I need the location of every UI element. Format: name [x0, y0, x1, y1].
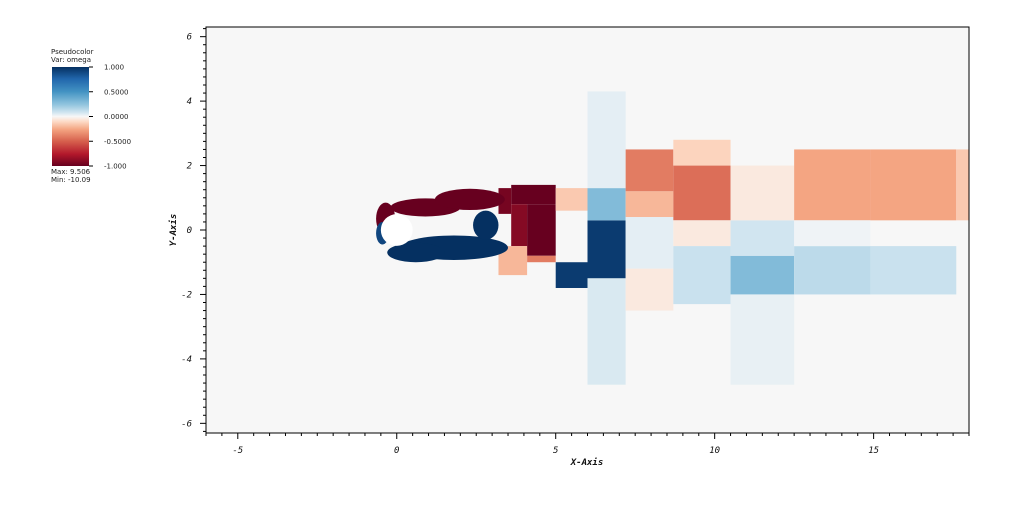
vorticity-cell	[498, 188, 512, 214]
vorticity-cell	[673, 246, 731, 305]
colorbar-tick-label: -0.5000	[104, 138, 131, 146]
vorticity-cell	[587, 278, 626, 385]
vortex-sheet	[473, 210, 499, 240]
y-tick-label: 0	[187, 226, 192, 236]
colorbar-ticks: 1.000 0.5000 0.0000 -0.5000 -1.000	[89, 64, 131, 171]
x-tick-label: -5	[232, 446, 243, 456]
vorticity-cell	[730, 294, 795, 385]
colorbar-tick-label: 0.0000	[104, 113, 129, 121]
vorticity-cell	[730, 220, 795, 256]
x-tick-label: 15	[868, 446, 879, 456]
vorticity-cell	[555, 188, 588, 211]
vorticity-cell	[625, 149, 674, 192]
vorticity-cell	[956, 149, 969, 221]
vorticity-cell	[870, 246, 957, 295]
x-axis: -5 0 5 10 15	[205, 433, 970, 456]
x-tick-label: 0	[394, 446, 399, 456]
vorticity-cell	[730, 255, 795, 295]
y-axis: -6 -4 -2 0 2 4 6	[181, 28, 206, 432]
y-tick-label: -6	[181, 419, 192, 429]
vorticity-cell	[587, 220, 626, 279]
x-tick-label: 10	[709, 446, 720, 456]
x-tick-label: 5	[553, 446, 558, 456]
colorbar	[52, 67, 89, 166]
vorticity-cell	[587, 188, 626, 221]
vortex-sheet	[434, 188, 505, 211]
vorticity-cell	[870, 149, 957, 221]
colorbar-tick-label: -1.000	[104, 163, 127, 171]
y-tick-label: -2	[181, 290, 192, 300]
y-tick-label: -4	[181, 355, 192, 365]
y-tick-label: 6	[187, 33, 192, 43]
y-tick-label: 4	[187, 97, 192, 107]
x-axis-title: X-Axis	[570, 457, 604, 468]
vorticity-cell	[730, 165, 795, 221]
vorticity-cell	[673, 139, 731, 166]
vorticity-cell	[511, 184, 556, 205]
colorbar-tick-label: 1.000	[104, 64, 124, 72]
y-axis-title: Y-Axis	[168, 214, 179, 247]
vorticity-cell	[555, 262, 588, 288]
vorticity-cell	[511, 204, 528, 247]
vorticity-cell	[625, 217, 674, 269]
legend-max-label: Max: 9.506	[51, 168, 91, 176]
y-tick-label: 2	[187, 162, 192, 172]
vorticity-cell	[587, 91, 626, 189]
vorticity-cell	[527, 255, 556, 263]
cylinder-obstacle	[380, 214, 413, 246]
vortex-sheet	[387, 242, 445, 263]
legend-min-label: Min: -10.09	[51, 176, 91, 184]
vorticity-cell	[794, 220, 871, 247]
colorbar-tick-label: 0.5000	[104, 88, 129, 96]
vorticity-field	[376, 91, 969, 385]
legend-title: Pseudocolor	[51, 48, 94, 56]
vorticity-cell	[673, 165, 731, 221]
vorticity-cell	[794, 246, 871, 295]
vorticity-cell	[625, 268, 674, 311]
vorticity-cell	[625, 191, 674, 218]
vorticity-cell	[794, 149, 871, 221]
legend-var-label: Var: omega	[51, 56, 92, 64]
vorticity-cell	[673, 220, 731, 247]
vorticity-cell	[527, 204, 556, 256]
